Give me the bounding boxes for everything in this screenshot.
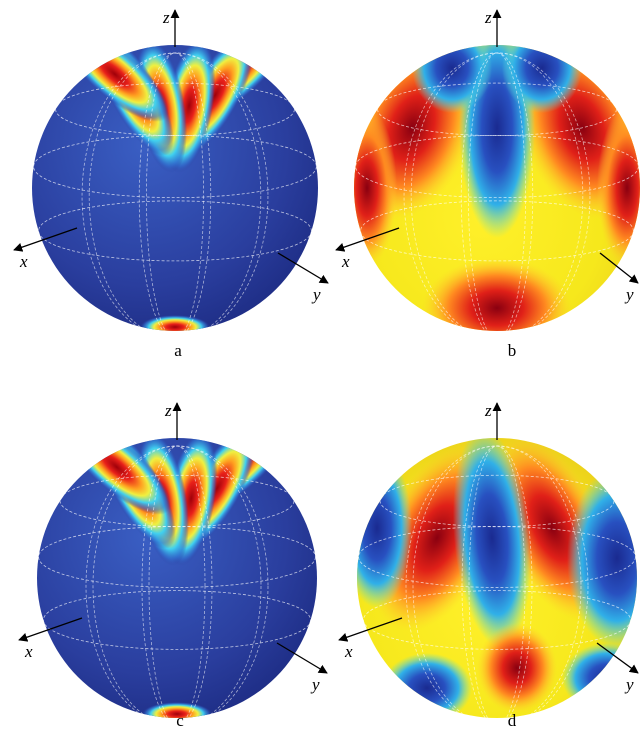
axis-label: z [484, 8, 492, 27]
axis-label: y [624, 675, 634, 694]
panel-label: c [176, 711, 184, 730]
axis-label: x [341, 252, 350, 271]
panel-label: d [508, 711, 517, 730]
blob [502, 23, 582, 113]
bottom-spot [140, 315, 210, 339]
blob [422, 258, 572, 358]
blob [342, 448, 412, 608]
figure: z x y a z x y b z x y c z x y d [0, 0, 640, 731]
panel: z x y b [323, 8, 640, 360]
axis-label: y [624, 285, 634, 304]
blob [412, 23, 492, 113]
axis-label: x [19, 252, 28, 271]
axis-label: z [484, 401, 492, 420]
axis-label: z [164, 401, 172, 420]
panel-label: b [508, 341, 517, 360]
sphere-pattern [342, 416, 640, 726]
panel: z x y d [339, 401, 640, 730]
axis-label: x [344, 642, 353, 661]
panel: z x y c [19, 401, 327, 730]
blob [477, 623, 557, 713]
axis-label: y [310, 675, 320, 694]
panel: z x y a [14, 8, 328, 360]
blob [337, 108, 397, 268]
panel-label: a [174, 341, 182, 360]
axis-label: y [311, 285, 321, 304]
axis-label: x [24, 642, 33, 661]
axis-label: z [162, 8, 170, 27]
sphere-pattern [323, 18, 640, 358]
